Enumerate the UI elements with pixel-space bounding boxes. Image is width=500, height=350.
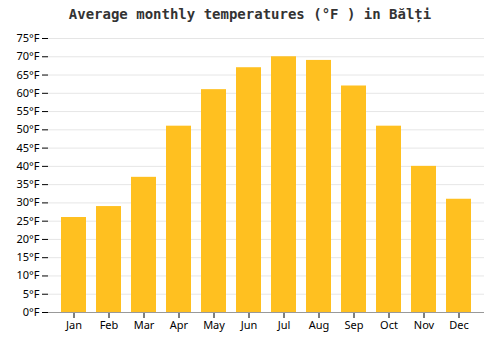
svg-text:Feb: Feb [100,317,119,332]
svg-text:Jan: Jan [65,317,82,332]
svg-text:35°F: 35°F [16,176,39,191]
svg-text:Jun: Jun [240,317,258,332]
svg-text:30°F: 30°F [16,194,39,209]
svg-text:65°F: 65°F [16,67,39,82]
svg-text:Dec: Dec [449,317,469,332]
svg-text:55°F: 55°F [16,103,39,118]
svg-text:Sep: Sep [344,317,363,332]
svg-text:45°F: 45°F [16,140,39,155]
svg-text:20°F: 20°F [16,231,39,246]
svg-text:Oct: Oct [380,317,398,332]
svg-text:50°F: 50°F [16,121,39,136]
html-text:Average monthly temperatures (: Average monthly temperatures (°F ) in Bă… [68,6,432,22]
svg-text:15°F: 15°F [16,249,39,264]
svg-text:Jul: Jul [277,317,291,332]
svg-text:5°F: 5°F [23,286,40,301]
svg-text:70°F: 70°F [16,48,39,63]
svg-text:Aug: Aug [309,317,330,332]
svg-text:Apr: Apr [170,317,189,332]
svg-text:60°F: 60°F [16,85,39,100]
svg-text:40°F: 40°F [16,158,39,173]
svg-text:75°F: 75°F [16,30,39,45]
svg-text:0°F: 0°F [23,304,40,319]
svg-text:25°F: 25°F [16,213,39,228]
svg-text:May: May [203,317,225,332]
svg-text:Mar: Mar [134,317,155,332]
svg-text:Nov: Nov [414,317,435,332]
svg-text:10°F: 10°F [16,267,39,282]
